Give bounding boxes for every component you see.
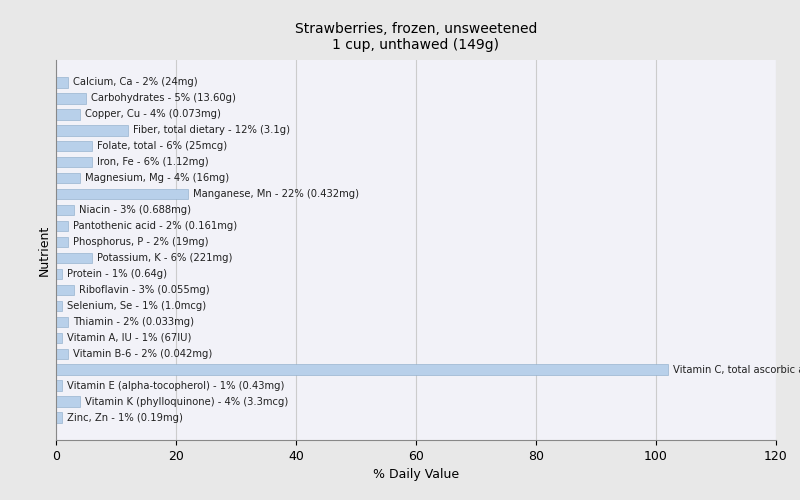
Text: Selenium, Se - 1% (1.0mcg): Selenium, Se - 1% (1.0mcg) <box>67 301 206 311</box>
Text: Vitamin B-6 - 2% (0.042mg): Vitamin B-6 - 2% (0.042mg) <box>73 348 212 358</box>
Bar <box>56 396 80 407</box>
Title: Strawberries, frozen, unsweetened
1 cup, unthawed (149g): Strawberries, frozen, unsweetened 1 cup,… <box>295 22 537 52</box>
Bar <box>56 412 62 422</box>
Text: Calcium, Ca - 2% (24mg): Calcium, Ca - 2% (24mg) <box>73 78 198 88</box>
Bar <box>56 253 92 263</box>
Bar <box>56 189 188 200</box>
Text: Vitamin C, total ascorbic acid - 102% (61.4mg): Vitamin C, total ascorbic acid - 102% (6… <box>673 364 800 374</box>
Bar <box>56 284 74 295</box>
Text: Phosphorus, P - 2% (19mg): Phosphorus, P - 2% (19mg) <box>73 237 208 247</box>
Y-axis label: Nutrient: Nutrient <box>38 224 50 276</box>
Text: Riboflavin - 3% (0.055mg): Riboflavin - 3% (0.055mg) <box>79 285 210 295</box>
Text: Manganese, Mn - 22% (0.432mg): Manganese, Mn - 22% (0.432mg) <box>193 189 358 199</box>
Bar <box>56 300 62 311</box>
X-axis label: % Daily Value: % Daily Value <box>373 468 459 481</box>
Text: Carbohydrates - 5% (13.60g): Carbohydrates - 5% (13.60g) <box>91 94 236 104</box>
Bar <box>56 125 128 136</box>
Bar <box>56 268 62 279</box>
Text: Zinc, Zn - 1% (0.19mg): Zinc, Zn - 1% (0.19mg) <box>67 412 182 422</box>
Text: Copper, Cu - 4% (0.073mg): Copper, Cu - 4% (0.073mg) <box>85 110 221 120</box>
Text: Folate, total - 6% (25mcg): Folate, total - 6% (25mcg) <box>97 142 227 152</box>
Bar <box>56 109 80 120</box>
Text: Vitamin A, IU - 1% (67IU): Vitamin A, IU - 1% (67IU) <box>67 333 191 343</box>
Bar <box>56 364 668 375</box>
Bar <box>56 93 86 104</box>
Text: Potassium, K - 6% (221mg): Potassium, K - 6% (221mg) <box>97 253 232 263</box>
Text: Iron, Fe - 6% (1.12mg): Iron, Fe - 6% (1.12mg) <box>97 157 209 167</box>
Text: Thiamin - 2% (0.033mg): Thiamin - 2% (0.033mg) <box>73 317 194 327</box>
Text: Niacin - 3% (0.688mg): Niacin - 3% (0.688mg) <box>79 205 191 215</box>
Bar <box>56 237 68 247</box>
Bar <box>56 380 62 391</box>
Text: Fiber, total dietary - 12% (3.1g): Fiber, total dietary - 12% (3.1g) <box>133 126 290 136</box>
Text: Protein - 1% (0.64g): Protein - 1% (0.64g) <box>67 269 167 279</box>
Bar <box>56 173 80 184</box>
Text: Vitamin K (phylloquinone) - 4% (3.3mcg): Vitamin K (phylloquinone) - 4% (3.3mcg) <box>85 396 288 406</box>
Text: Pantothenic acid - 2% (0.161mg): Pantothenic acid - 2% (0.161mg) <box>73 221 237 231</box>
Bar <box>56 316 68 327</box>
Text: Magnesium, Mg - 4% (16mg): Magnesium, Mg - 4% (16mg) <box>85 173 229 183</box>
Bar <box>56 78 68 88</box>
Bar <box>56 348 68 359</box>
Bar <box>56 141 92 152</box>
Bar <box>56 332 62 343</box>
Bar <box>56 221 68 232</box>
Bar <box>56 157 92 168</box>
Text: Vitamin E (alpha-tocopherol) - 1% (0.43mg): Vitamin E (alpha-tocopherol) - 1% (0.43m… <box>67 380 284 390</box>
Bar <box>56 205 74 216</box>
